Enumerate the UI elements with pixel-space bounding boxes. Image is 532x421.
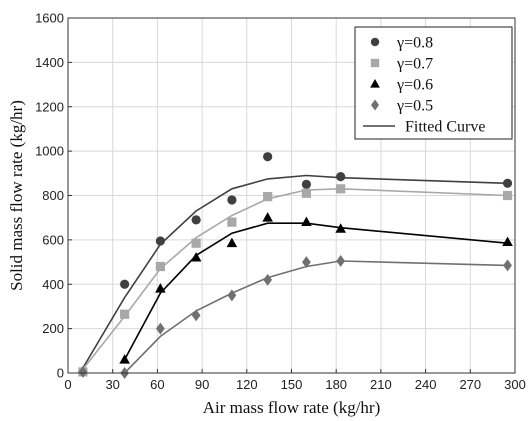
legend-label: Fitted Curve [405, 119, 485, 136]
axis-ticks: 0 30 60 90 120 150 180 210 240 270 300 0 200 400 600 80… [35, 11, 526, 393]
legend-label: γ=0.7 [396, 56, 433, 73]
data-point [336, 254, 346, 267]
fitted-curve-line [124, 260, 508, 374]
y-tick-label: 1400 [35, 55, 64, 70]
legend-box [354, 26, 513, 140]
x-tick-label: 60 [150, 377, 164, 392]
y-tick-label: 1000 [35, 144, 64, 159]
data-point [302, 256, 311, 269]
legend-label: γ=0.5 [396, 98, 433, 115]
data-point [263, 192, 273, 202]
x-tick-label: 30 [105, 377, 119, 392]
data-point [120, 279, 130, 289]
data-point [119, 354, 130, 364]
y-tick-label: 1600 [35, 11, 64, 26]
data-point [155, 261, 165, 272]
data-point [155, 283, 166, 293]
x-tick-label: 210 [370, 377, 392, 392]
data-point [336, 172, 346, 182]
legend-label: γ=0.6 [396, 77, 433, 94]
data-point [156, 322, 165, 335]
data-markers [78, 152, 513, 379]
data-point [155, 236, 165, 246]
x-tick-label: 90 [195, 377, 209, 392]
legend-marker [370, 58, 380, 68]
y-axis-label: Solid mass flow rate (kg/hr) [7, 100, 26, 291]
data-point [191, 309, 201, 322]
y-tick-label: 800 [42, 188, 64, 203]
legend-marker [370, 78, 380, 88]
data-point [263, 273, 273, 286]
legend: γ=0.8 γ=0.7 γ=0.6 γ=0.5 Fitted Curve [354, 26, 513, 140]
data-point [78, 365, 88, 378]
legend-marker [371, 99, 379, 111]
x-tick-label: 150 [281, 377, 303, 392]
data-point [120, 309, 130, 319]
data-point [502, 190, 513, 201]
data-point [335, 223, 346, 233]
x-tick-label: 180 [325, 377, 347, 392]
data-point [301, 179, 311, 190]
fitted-curve-line [79, 174, 508, 374]
y-tick-label: 0 [57, 366, 64, 381]
data-point [227, 289, 237, 302]
x-tick-label: 300 [504, 377, 526, 392]
fitted-curve-line [79, 187, 508, 374]
data-point [227, 217, 237, 227]
x-axis-label: Air mass flow rate (kg/hr) [203, 398, 381, 417]
data-point [191, 215, 201, 225]
y-tick-label: 400 [42, 277, 64, 292]
x-tick-label: 240 [415, 377, 437, 392]
x-tick-label: 120 [236, 377, 258, 392]
data-point [263, 152, 273, 162]
data-point [191, 238, 201, 248]
y-tick-label: 200 [42, 321, 64, 336]
y-tick-label: 1200 [35, 99, 64, 114]
data-point [336, 184, 346, 194]
y-tick-label: 600 [42, 232, 64, 247]
data-point [502, 178, 513, 188]
x-tick-label: 270 [459, 377, 481, 392]
data-point [503, 259, 512, 272]
x-tick-label: 0 [64, 377, 71, 392]
data-point [190, 252, 202, 262]
data-point [301, 216, 312, 227]
fitted-curves [79, 174, 508, 374]
data-point [262, 212, 273, 222]
data-point [227, 195, 237, 205]
fitted-curve-line [123, 222, 508, 361]
legend-marker [370, 37, 380, 47]
data-point [226, 237, 238, 248]
data-point [301, 188, 311, 198]
data-point [502, 236, 513, 247]
legend-label: γ=0.8 [396, 35, 433, 52]
